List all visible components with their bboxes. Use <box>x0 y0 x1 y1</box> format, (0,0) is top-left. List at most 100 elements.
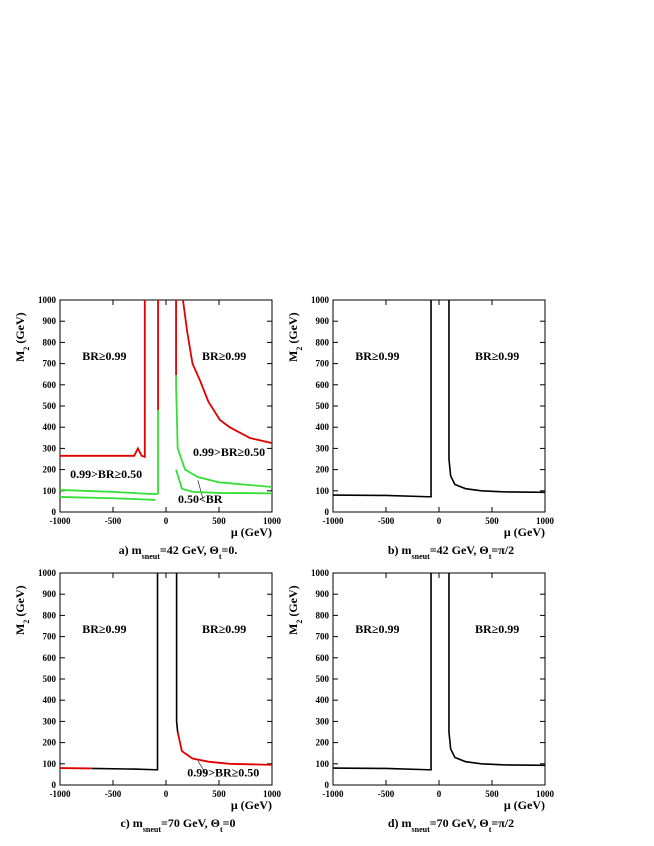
y-tick-label: 400 <box>316 422 330 432</box>
annotation: BR≥0.99 <box>202 622 246 636</box>
y-tick-label: 900 <box>316 589 330 599</box>
caption: d) msneut=70 GeV, Θt=π/2 <box>388 816 514 834</box>
y-tick-label: 700 <box>316 359 330 369</box>
y-tick-label: 100 <box>43 759 57 769</box>
caption-part: =70 GeV, Θ <box>161 816 220 830</box>
caption-part: t <box>220 825 223 834</box>
y-tick-label: 100 <box>43 486 57 496</box>
y-tick-label: 700 <box>316 632 330 642</box>
curve <box>332 300 432 498</box>
caption-part: sneut <box>412 552 431 561</box>
x-axis-label: μ (GeV) <box>231 798 272 812</box>
caption-part: =42 GeV, Θ <box>160 543 219 557</box>
y-tick-label: 200 <box>316 465 330 475</box>
y-tick-label: 1000 <box>311 568 330 578</box>
y-tick-label: 300 <box>43 443 57 453</box>
x-tick-label: -500 <box>378 516 395 526</box>
x-tick-label: 1000 <box>536 516 555 526</box>
annotation: BR≥0.99 <box>475 622 519 636</box>
x-axis-label: μ (GeV) <box>504 525 545 539</box>
y-tick-label: 0 <box>52 780 57 790</box>
x-axis-label: μ (GeV) <box>231 525 272 539</box>
pointer-line <box>197 760 207 775</box>
x-tick-label: 500 <box>485 516 499 526</box>
y-tick-label: 400 <box>43 695 57 705</box>
y-tick-label: 0 <box>52 507 57 517</box>
x-axis-label: μ (GeV) <box>504 798 545 812</box>
caption-part: a) m <box>119 543 142 557</box>
caption: c) msneut=70 GeV, Θt=0 <box>120 816 235 834</box>
y-tick-label: 800 <box>316 337 330 347</box>
x-tick-label: -500 <box>378 789 395 799</box>
annotation: 0.50<BR <box>178 492 223 506</box>
x-tick-label: 500 <box>212 516 226 526</box>
annotation: 0.99>BR≥0.50 <box>193 445 265 459</box>
curve <box>91 573 159 771</box>
curve <box>182 299 273 444</box>
curve <box>332 573 432 771</box>
y-tick-label: 500 <box>316 674 330 684</box>
y-tick-label: 500 <box>316 401 330 411</box>
caption: a) msneut=42 GeV, Θt=0. <box>119 543 238 561</box>
caption-part: b) m <box>388 543 412 557</box>
curve <box>175 573 179 733</box>
curve <box>59 496 156 501</box>
y-tick-label: 800 <box>43 337 57 347</box>
y-axis-label-part: M <box>286 351 300 362</box>
x-tick-label: 0 <box>437 789 442 799</box>
y-axis-label-part: M <box>13 624 27 635</box>
y-tick-label: 500 <box>43 674 57 684</box>
y-tick-label: 900 <box>43 589 57 599</box>
x-tick-label: 0 <box>437 516 442 526</box>
annotation: BR≥0.99 <box>82 349 126 363</box>
y-tick-label: 400 <box>316 695 330 705</box>
curve <box>59 489 159 495</box>
y-axis-label-part: (GeV) <box>13 585 27 619</box>
y-tick-label: 300 <box>316 443 330 453</box>
x-tick-label: -1000 <box>323 789 344 799</box>
y-tick-label: 500 <box>43 401 57 411</box>
annotation: 0.99>BR≥0.50 <box>187 766 259 780</box>
caption-part: =70 GeV, Θ <box>430 816 489 830</box>
caption-part: =π/2 <box>491 543 514 557</box>
caption-part: =42 GeV, Θ <box>430 543 489 557</box>
panel: 0 100 200 300 400 500 600 700 800 900 1000 -1000 -50… <box>13 568 282 834</box>
x-tick-label: 1000 <box>263 516 282 526</box>
y-tick-label: 800 <box>43 610 57 620</box>
plot-frame <box>59 572 273 786</box>
x-tick-label: 1000 <box>263 789 282 799</box>
y-axis-label: M2 (GeV) <box>13 312 31 362</box>
curve <box>60 300 146 459</box>
y-tick-label: 1000 <box>38 568 57 578</box>
y-axis-label: M2 (GeV) <box>286 312 304 362</box>
x-tick-label: -1000 <box>50 789 71 799</box>
caption-part: t <box>219 552 222 561</box>
y-axis-label-part: (GeV) <box>13 312 27 346</box>
x-tick-label: 0 <box>164 516 169 526</box>
plot-frame <box>332 572 546 786</box>
y-tick-label: 400 <box>43 422 57 432</box>
y-tick-label: 200 <box>316 738 330 748</box>
x-tick-label: -500 <box>105 789 122 799</box>
caption-part: =π/2 <box>491 816 514 830</box>
y-tick-label: 700 <box>43 632 57 642</box>
y-axis-label-part: 2 <box>22 347 31 351</box>
x-tick-label: -1000 <box>50 516 71 526</box>
y-axis-label-part: M <box>13 351 27 362</box>
y-tick-label: 900 <box>43 316 57 326</box>
x-tick-label: 500 <box>212 789 226 799</box>
curve <box>448 573 546 767</box>
curve <box>175 375 273 488</box>
y-tick-label: 600 <box>316 653 330 663</box>
y-tick-label: 1000 <box>311 295 330 305</box>
caption-part: sneut <box>143 825 162 834</box>
y-tick-label: 600 <box>43 653 57 663</box>
y-tick-label: 600 <box>316 380 330 390</box>
annotation: BR≥0.99 <box>475 349 519 363</box>
caption-part: t <box>489 825 492 834</box>
annotation: 0.99>BR≥0.50 <box>70 467 142 481</box>
panel: 0 100 200 300 400 500 600 700 800 900 1000 -1000 -50… <box>13 295 282 561</box>
y-axis-label-part: (GeV) <box>286 312 300 346</box>
y-axis-label: M2 (GeV) <box>286 585 304 635</box>
